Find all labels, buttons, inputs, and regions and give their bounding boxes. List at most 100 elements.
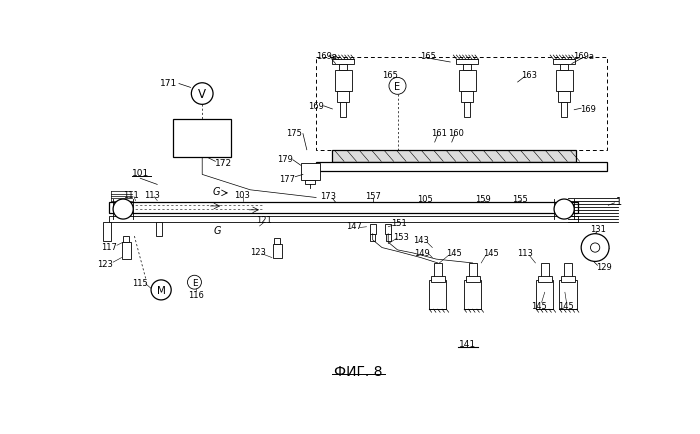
Circle shape — [188, 276, 202, 289]
Bar — [302, 164, 320, 181]
Text: 163: 163 — [522, 71, 538, 79]
Bar — [429, 280, 447, 309]
Bar — [558, 92, 570, 103]
Circle shape — [591, 243, 600, 253]
Text: 169: 169 — [580, 105, 596, 114]
Bar — [332, 151, 575, 163]
Bar — [561, 103, 567, 118]
Text: 113: 113 — [144, 191, 160, 200]
Text: 123: 123 — [97, 260, 113, 269]
Text: 169: 169 — [308, 102, 324, 110]
Text: M: M — [157, 285, 166, 295]
Text: 160: 160 — [448, 128, 463, 137]
Text: V: V — [198, 88, 206, 101]
Bar — [340, 64, 347, 70]
Text: 149: 149 — [414, 249, 430, 258]
Bar — [559, 280, 577, 309]
Bar — [103, 223, 111, 242]
Bar — [560, 64, 568, 70]
Text: 113: 113 — [517, 249, 533, 258]
Text: 169a: 169a — [316, 52, 337, 60]
Bar — [335, 70, 352, 92]
Bar — [461, 92, 473, 103]
Bar — [469, 263, 477, 280]
Text: 171: 171 — [160, 78, 178, 87]
Text: 173: 173 — [320, 192, 336, 201]
Bar — [370, 225, 376, 234]
Bar — [430, 276, 444, 283]
Text: 145: 145 — [482, 249, 498, 258]
Text: 143: 143 — [413, 236, 428, 245]
Bar — [337, 92, 349, 103]
Text: 129: 129 — [596, 263, 612, 272]
Text: E: E — [192, 278, 197, 287]
Text: 147: 147 — [346, 222, 362, 231]
Bar — [463, 64, 471, 70]
Bar — [122, 243, 131, 260]
Circle shape — [554, 200, 574, 220]
Circle shape — [581, 234, 609, 262]
Text: G: G — [213, 187, 220, 197]
Bar — [386, 234, 391, 242]
Bar — [123, 237, 130, 243]
Bar — [561, 276, 575, 283]
Text: 165: 165 — [421, 52, 436, 60]
Bar — [564, 263, 572, 280]
Bar — [466, 276, 480, 283]
Bar — [434, 263, 442, 280]
Circle shape — [191, 84, 213, 105]
Bar — [304, 181, 315, 185]
Bar — [155, 223, 162, 237]
Text: E: E — [394, 82, 400, 92]
Text: 155: 155 — [512, 194, 528, 203]
Circle shape — [113, 200, 133, 220]
Text: 172: 172 — [215, 159, 232, 168]
Bar — [340, 103, 346, 118]
Text: 103: 103 — [234, 191, 251, 200]
Text: 141: 141 — [458, 339, 476, 349]
Bar — [456, 60, 478, 64]
Text: 117: 117 — [102, 242, 117, 251]
Bar — [316, 58, 607, 151]
Text: 157: 157 — [365, 192, 381, 201]
Text: 179: 179 — [277, 155, 293, 164]
Bar — [273, 244, 282, 258]
Text: 116: 116 — [188, 290, 204, 299]
Bar — [173, 120, 231, 158]
Text: 169a: 169a — [573, 52, 594, 60]
Bar — [458, 70, 476, 92]
Bar — [556, 70, 573, 92]
Bar — [553, 60, 575, 64]
Circle shape — [389, 78, 406, 95]
Text: 105: 105 — [416, 194, 433, 203]
Bar — [303, 166, 310, 178]
Bar — [274, 238, 281, 244]
Text: 123: 123 — [250, 247, 266, 256]
Text: G: G — [214, 225, 221, 235]
Bar — [109, 203, 578, 214]
Bar — [312, 166, 318, 178]
Text: 161: 161 — [430, 128, 447, 137]
Bar — [536, 280, 553, 309]
Bar — [464, 280, 481, 309]
Text: ФИГ. 8: ФИГ. 8 — [335, 364, 383, 378]
Bar — [370, 234, 375, 242]
Circle shape — [151, 280, 172, 300]
Text: 177: 177 — [279, 174, 295, 183]
Bar — [464, 103, 470, 118]
Text: 115: 115 — [132, 278, 148, 287]
Text: 159: 159 — [475, 194, 491, 203]
Text: 145: 145 — [559, 301, 574, 310]
Text: 175: 175 — [286, 128, 302, 137]
Text: 151: 151 — [391, 218, 407, 227]
Bar — [316, 163, 607, 172]
Text: 121: 121 — [256, 215, 272, 224]
Text: 153: 153 — [393, 232, 410, 241]
Text: 165: 165 — [382, 71, 398, 79]
Bar — [541, 263, 549, 280]
Bar — [385, 225, 391, 234]
Text: 101: 101 — [132, 169, 149, 178]
Text: 145: 145 — [446, 249, 462, 258]
Text: 131: 131 — [590, 224, 606, 233]
Bar — [109, 217, 578, 223]
